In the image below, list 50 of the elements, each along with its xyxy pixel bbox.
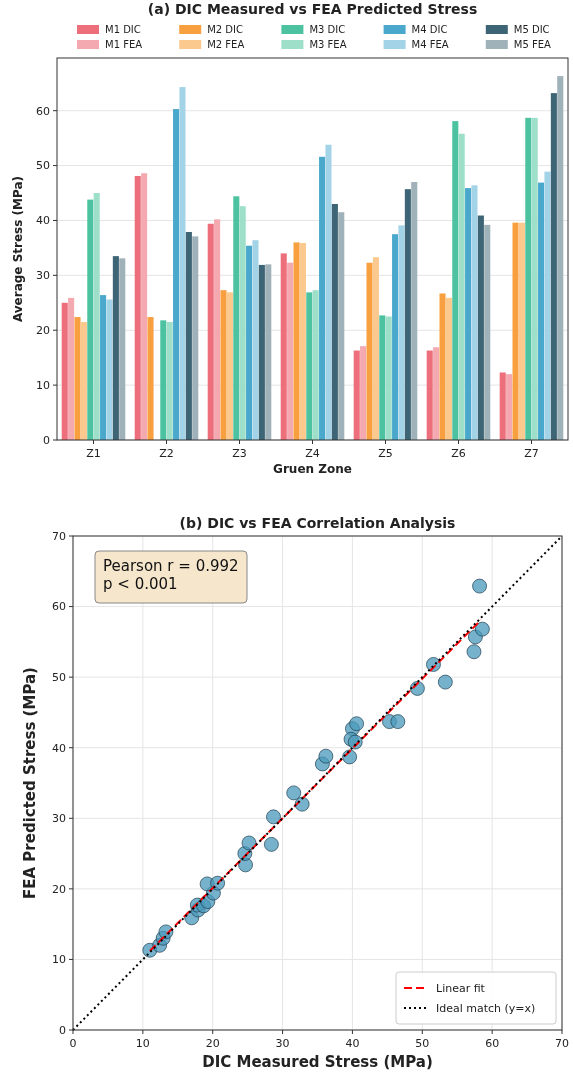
y-tick-label: 40 xyxy=(52,741,66,755)
x-tick-label: Z5 xyxy=(378,447,393,460)
y-tick-label: 10 xyxy=(52,953,66,967)
chart-title: (b) DIC vs FEA Correlation Analysis xyxy=(179,515,456,531)
x-tick-label: 30 xyxy=(275,1037,290,1050)
legend-label: M1 FEA xyxy=(105,39,143,50)
x-tick-label: Z4 xyxy=(305,447,320,460)
annotation: p < 0.001 xyxy=(103,575,178,593)
x-tick-label: Z6 xyxy=(451,447,466,460)
y-tick-label: 50 xyxy=(36,159,50,173)
x-axis-title: Gruen Zone xyxy=(273,462,352,476)
legend-label: Linear fit xyxy=(436,981,486,995)
y-tick-label: 10 xyxy=(36,378,50,392)
chart-title: (a) DIC Measured vs FEA Predicted Stress xyxy=(147,1,478,17)
x-tick-label: 50 xyxy=(415,1037,430,1050)
x-tick-label: 0 xyxy=(69,1037,77,1050)
y-tick-label: 70 xyxy=(52,529,66,543)
legend-label: M4 FEA xyxy=(411,39,449,50)
x-tick-label: 70 xyxy=(555,1037,569,1050)
y-tick-label: 40 xyxy=(36,214,50,228)
y-tick-label: 0 xyxy=(43,433,50,447)
x-tick-label: 60 xyxy=(485,1037,500,1050)
x-axis-title: DIC Measured Stress (MPa) xyxy=(202,1053,433,1071)
legend-label: M2 FEA xyxy=(207,39,245,50)
x-tick-label: Z7 xyxy=(524,447,539,460)
x-tick-label: 40 xyxy=(345,1037,360,1050)
y-tick-label: 50 xyxy=(52,670,66,684)
y-tick-label: 30 xyxy=(36,269,50,283)
x-tick-label: Z1 xyxy=(86,447,101,460)
legend-label: M5 FEA xyxy=(513,39,552,50)
legend-label: M1 DIC xyxy=(105,24,141,35)
y-tick-label: 20 xyxy=(52,882,66,896)
legend-label: M4 DIC xyxy=(411,24,448,35)
legend-label: M3 FEA xyxy=(309,39,347,50)
y-tick-label: 30 xyxy=(52,812,66,826)
y-axis-title: FEA Predicted Stress (MPa) xyxy=(21,667,39,899)
y-tick-label: 60 xyxy=(52,600,66,614)
y-tick-label: 60 xyxy=(36,104,50,118)
x-tick-label: Z2 xyxy=(159,447,174,460)
y-axis-title: Average Stress (MPa) xyxy=(11,175,25,323)
x-tick-label: 20 xyxy=(205,1037,220,1050)
y-tick-label: 0 xyxy=(59,1023,66,1037)
legend-label: Ideal match (y=x) xyxy=(436,1001,536,1015)
legend-label: M5 DIC xyxy=(513,24,550,35)
annotation: Pearson r = 0.992 xyxy=(103,557,239,575)
y-tick-label: 20 xyxy=(36,324,50,338)
legend-label: M2 DIC xyxy=(207,24,244,35)
x-tick-label: Z3 xyxy=(232,447,247,460)
legend-label: M3 DIC xyxy=(309,24,346,35)
x-tick-label: 10 xyxy=(135,1037,150,1050)
